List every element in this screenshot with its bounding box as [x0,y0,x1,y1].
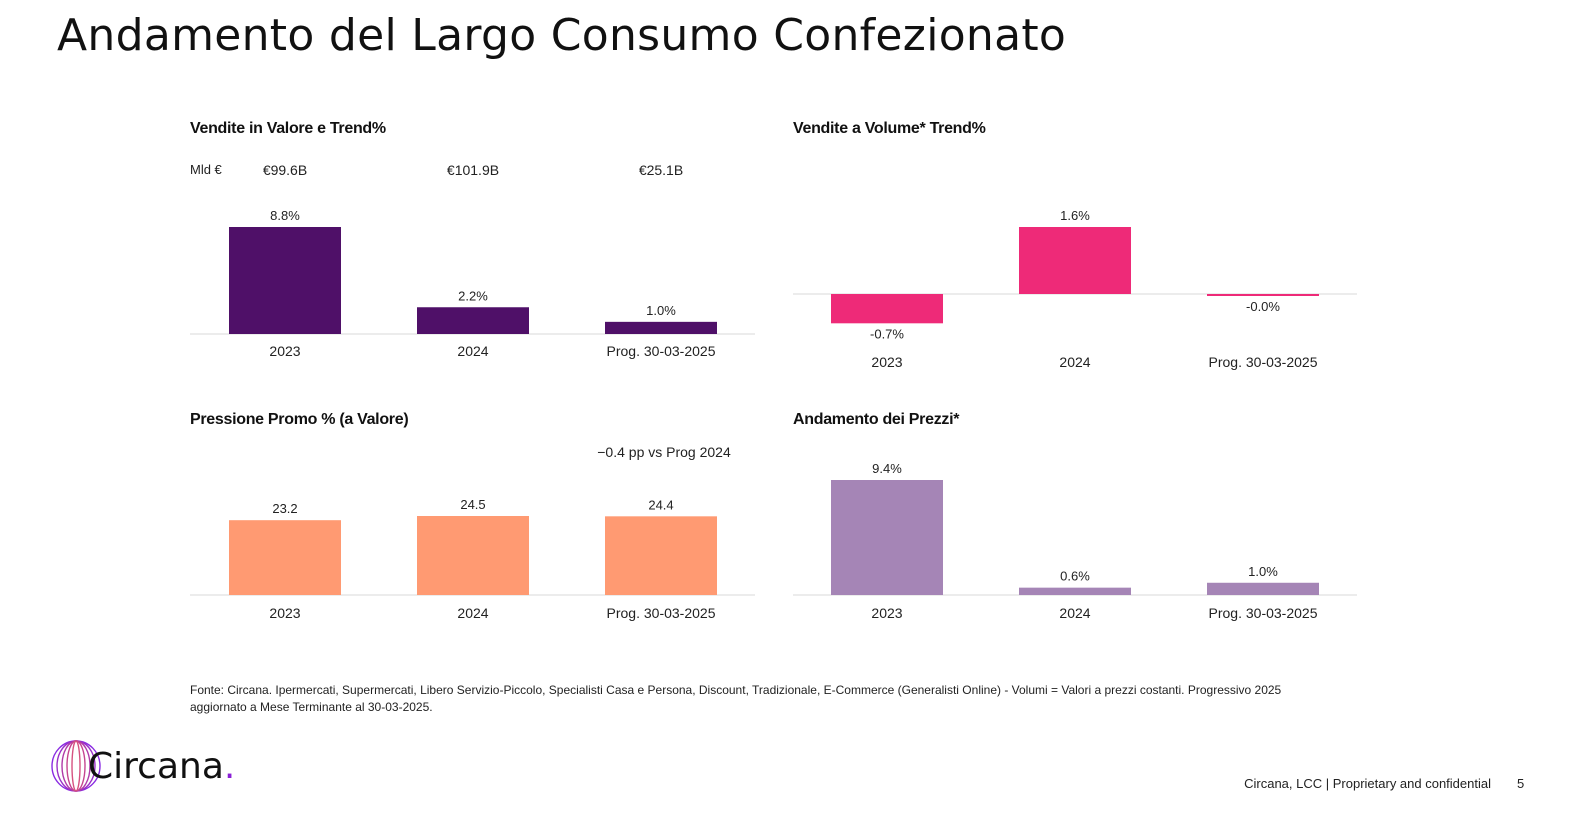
logo-dot: . [223,745,236,787]
page-title: Andamento del Largo Consumo Confezionato [57,10,1067,61]
footnote-line-1: Fonte: Circana. Ipermercati, Supermercat… [190,683,1282,697]
circana-globe-icon [51,740,101,792]
absolute-value-2024: €101.9B [446,162,500,178]
absolute-value-prog-2025: €25.1B [638,162,684,178]
data-label-andamento-prezzi-2: 1.0% [1248,564,1278,579]
category-label-pressione-promo-2: Prog. 30-03-2025 [607,605,716,621]
absolute-value-2023: €99.6B [262,162,308,178]
source-footnote: Fonte: Circana. Ipermercati, Supermercat… [190,682,1370,716]
category-label-vendite-volume-2: Prog. 30-03-2025 [1209,354,1318,370]
data-label-vendite-valore-2: 1.0% [646,303,676,318]
bar-vendite-volume-1 [1019,227,1131,294]
data-label-pressione-promo-0: 23.2 [272,501,297,516]
category-label-vendite-valore-1: 2024 [457,343,488,359]
data-label-vendite-valore-1: 2.2% [458,288,488,303]
bar-pressione-promo-2 [605,516,717,595]
category-label-pressione-promo-1: 2024 [457,605,488,621]
category-label-vendite-valore-2: Prog. 30-03-2025 [607,343,716,359]
bar-vendite-volume-0 [831,294,943,324]
logo-text: Circana. [88,746,235,787]
category-label-vendite-valore-0: 2023 [269,343,300,359]
chart-title-vendite-valore: Vendite in Valore e Trend% [190,120,386,137]
bar-vendite-valore-2 [605,321,717,334]
logo-wordmark: Circana [88,745,224,787]
bar-andamento-prezzi-1 [1019,587,1131,595]
confidential-footer: Circana, LCC | Proprietary and confident… [1244,776,1491,791]
bar-vendite-volume-2 [1207,294,1319,296]
promo-annotation: −0.4 pp vs Prog 2024 [597,444,731,460]
category-label-andamento-prezzi-0: 2023 [871,605,902,621]
bar-vendite-valore-1 [417,307,529,334]
data-label-pressione-promo-2: 24.4 [648,497,673,512]
data-label-andamento-prezzi-1: 0.6% [1060,569,1090,584]
category-label-vendite-volume-0: 2023 [871,354,902,370]
bar-pressione-promo-0 [229,520,341,595]
data-label-pressione-promo-1: 24.5 [460,497,485,512]
bar-andamento-prezzi-2 [1207,582,1319,595]
bar-vendite-valore-0 [229,227,341,334]
unit-label: Mld € [190,162,222,177]
page-number: 5 [1517,776,1525,791]
chart-title-vendite-volume: Vendite a Volume* Trend% [793,120,986,137]
bar-andamento-prezzi-0 [831,480,943,595]
data-label-vendite-valore-0: 8.8% [270,208,300,223]
data-label-vendite-volume-2: -0.0% [1246,299,1280,314]
data-label-vendite-volume-0: -0.7% [870,326,904,341]
category-label-andamento-prezzi-2: Prog. 30-03-2025 [1209,605,1318,621]
data-label-vendite-volume-1: 1.6% [1060,208,1090,223]
data-label-andamento-prezzi-0: 9.4% [872,461,902,476]
bar-pressione-promo-1 [417,516,529,595]
category-label-vendite-volume-1: 2024 [1059,354,1090,370]
category-label-pressione-promo-0: 2023 [269,605,300,621]
category-label-andamento-prezzi-1: 2024 [1059,605,1090,621]
footnote-line-2: aggiornato a Mese Terminante al 30-03-20… [190,700,433,714]
chart-title-andamento-prezzi: Andamento dei Prezzi* [793,411,960,428]
chart-title-pressione-promo: Pressione Promo % (a Valore) [190,411,409,428]
circana-logo: Circana. [50,738,235,794]
